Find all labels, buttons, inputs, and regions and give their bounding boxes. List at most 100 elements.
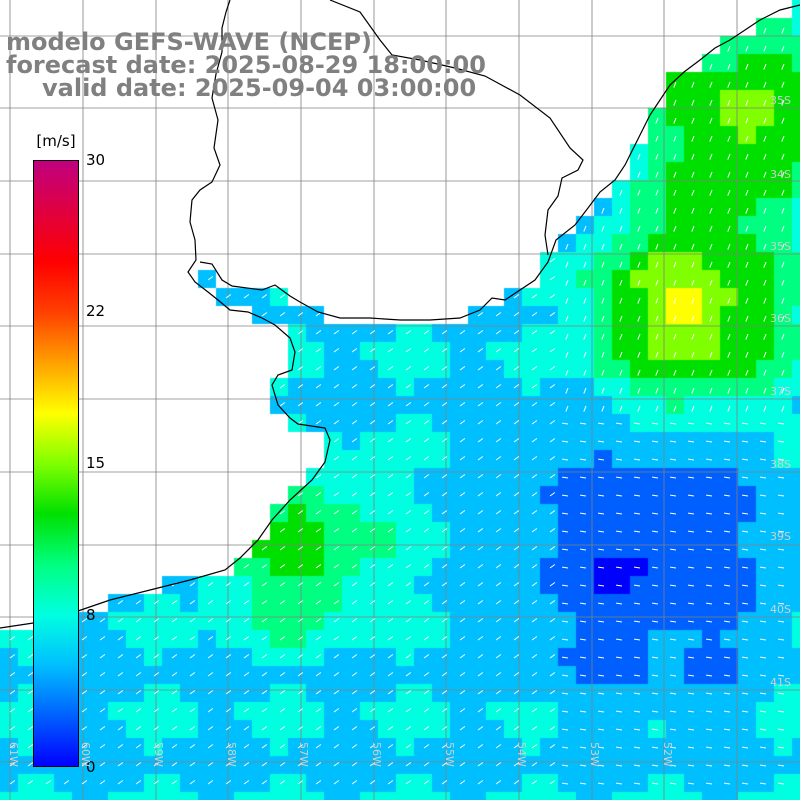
wind-arrow xyxy=(691,243,695,250)
wind-arrow xyxy=(495,546,502,551)
wind-arrow xyxy=(261,564,268,569)
wind-arrow xyxy=(634,620,641,623)
wind-arrow xyxy=(333,492,340,497)
wind-arrow xyxy=(760,584,767,587)
wind-arrow xyxy=(531,744,538,749)
wind-arrow xyxy=(562,422,569,425)
valid-date: valid date: 2025-09-04 03:00:00 xyxy=(42,74,477,102)
wind-arrow xyxy=(760,656,767,659)
wind-arrow xyxy=(781,189,785,196)
wind-arrow xyxy=(99,744,106,749)
wind-arrow xyxy=(531,294,538,299)
wind-arrow xyxy=(27,672,34,677)
wind-arrow xyxy=(781,261,785,268)
wind-arrow xyxy=(207,654,214,659)
wind-arrow xyxy=(760,458,767,461)
wind-arrow xyxy=(691,297,695,304)
wind-arrow xyxy=(405,528,412,533)
wind-arrow xyxy=(763,99,767,106)
wind-arrow xyxy=(531,312,538,317)
wind-arrow xyxy=(243,726,250,731)
wind-arrow xyxy=(634,494,641,497)
wind-arrow xyxy=(279,528,286,533)
wind-arrow xyxy=(652,602,659,605)
wind-arrow xyxy=(387,420,394,425)
wind-arrow xyxy=(333,744,340,749)
wind-arrow xyxy=(745,117,749,124)
wind-arrow xyxy=(549,618,556,623)
wind-arrow xyxy=(745,351,749,358)
wind-arrow xyxy=(513,510,520,515)
wind-arrow xyxy=(117,600,124,605)
wind-arrow xyxy=(189,600,196,605)
wind-arrow xyxy=(27,708,34,713)
wind-arrow xyxy=(423,402,430,407)
wind-arrow xyxy=(670,440,677,443)
wind-arrow xyxy=(580,674,587,677)
wind-arrow xyxy=(81,672,88,677)
wind-arrow xyxy=(81,744,88,749)
wind-arrow xyxy=(315,654,322,659)
wind-arrow xyxy=(495,348,502,353)
wind-arrow xyxy=(279,618,286,623)
wind-arrow xyxy=(387,636,394,641)
wind-arrow xyxy=(513,582,520,587)
wind-arrow xyxy=(565,279,569,286)
wind-arrow xyxy=(580,440,587,443)
wind-arrow xyxy=(549,474,556,479)
wind-arrow xyxy=(405,582,412,587)
wind-arrow xyxy=(691,99,695,106)
wind-arrow xyxy=(781,117,785,124)
wind-arrow xyxy=(117,708,124,713)
wind-arrow xyxy=(495,636,502,641)
wind-arrow xyxy=(619,333,623,340)
wind-arrow xyxy=(441,348,448,353)
wind-arrow xyxy=(297,744,304,749)
wind-arrow xyxy=(745,225,749,232)
wind-arrow xyxy=(405,636,412,641)
wind-arrow xyxy=(727,297,731,304)
wind-arrow xyxy=(549,780,556,785)
wind-arrow xyxy=(135,600,142,605)
wind-arrow xyxy=(616,692,623,695)
wind-arrow xyxy=(495,312,502,317)
wind-arrow xyxy=(207,276,214,281)
wind-arrow xyxy=(598,548,605,551)
wind-arrow xyxy=(261,780,268,785)
wind-arrow xyxy=(387,708,394,713)
wind-arrow xyxy=(670,530,677,533)
wind-arrow xyxy=(333,384,340,389)
wind-arrow xyxy=(549,726,556,731)
wind-arrow xyxy=(117,780,124,785)
wind-arrow xyxy=(477,510,484,515)
wind-arrow xyxy=(225,600,232,605)
wind-arrow xyxy=(562,530,569,533)
wind-arrow xyxy=(495,456,502,461)
wind-arrow xyxy=(763,81,767,88)
wind-arrow xyxy=(724,674,731,677)
wind-arrow xyxy=(724,458,731,461)
wind-arrow xyxy=(81,780,88,785)
wind-arrow xyxy=(709,99,713,106)
wind-arrow xyxy=(760,494,767,497)
wind-arrow xyxy=(423,564,430,569)
wind-arrow xyxy=(261,294,268,299)
wind-arrow xyxy=(598,638,605,641)
wind-arrow xyxy=(189,672,196,677)
wind-arrow xyxy=(441,546,448,551)
wind-arrow xyxy=(580,656,587,659)
wind-arrow xyxy=(63,726,70,731)
wind-arrow xyxy=(598,656,605,659)
wind-arrow xyxy=(207,762,214,767)
wind-arrow xyxy=(706,476,713,479)
wind-arrow xyxy=(477,546,484,551)
wind-arrow xyxy=(315,636,322,641)
wind-arrow xyxy=(763,63,767,70)
wind-arrow xyxy=(760,440,767,443)
wind-arrow xyxy=(135,744,142,749)
wind-arrow xyxy=(171,654,178,659)
wind-arrow xyxy=(189,636,196,641)
wind-arrow xyxy=(279,384,286,389)
wind-arrow xyxy=(9,780,16,785)
